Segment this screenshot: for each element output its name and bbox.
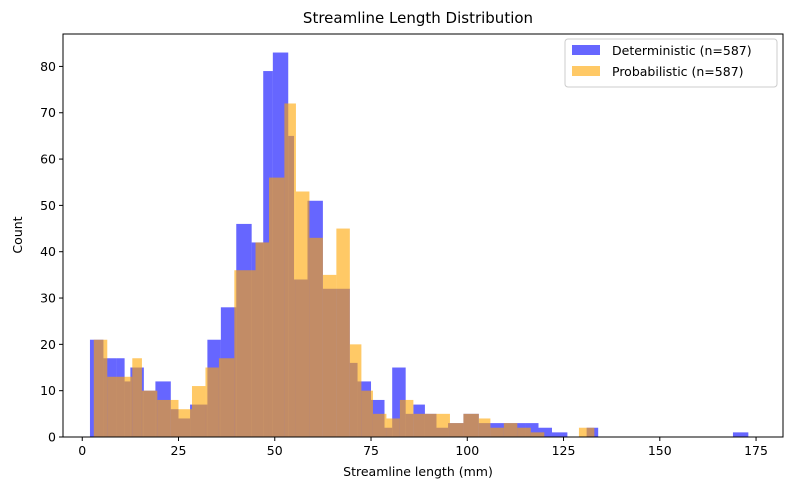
legend-label-0: Deterministic (n=587) [612,43,752,58]
probabilistic-bar-24 [449,423,464,437]
probabilistic-bar-16 [322,274,337,437]
legend-swatch-0 [572,45,600,55]
y-tick-label-0: 0 [48,430,56,445]
probabilistic-bar-23 [413,413,450,437]
probabilistic-bar-2 [132,358,142,437]
probabilistic-bar-3 [141,390,158,437]
probabilistic-bar-11 [255,242,269,437]
x-tick-label-4: 100 [455,443,479,458]
probabilistic-bar-28 [503,423,518,437]
probabilistic-bar-7 [191,386,206,437]
y-tick-label-7: 70 [40,105,56,120]
probabilistic-bar-9 [218,358,235,437]
probabilistic-bar-15 [309,237,323,437]
y-axis: 0 10 20 30 40 50 60 70 80 [40,59,63,445]
legend: Deterministic (n=587) Probabilistic (n=58… [564,38,778,88]
probabilistic-bar-29 [517,427,531,437]
legend-label-1: Probabilistic (n=587) [612,64,744,79]
chart-title: Streamline Length Distribution [303,9,533,27]
y-tick-label-3: 30 [40,291,56,306]
y-tick-label-4: 40 [40,244,56,259]
x-tick-label-0: 0 [78,443,86,458]
probabilistic-bar-1 [107,376,133,437]
probabilistic-bar-8 [205,367,219,437]
probabilistic-bar-30 [530,432,545,437]
probabilistic-bar-26 [478,418,491,437]
probabilistic-bar-0 [93,339,108,437]
x-tick-label-3: 75 [363,443,379,458]
probabilistic-bar-14 [295,191,310,437]
y-tick-label-5: 50 [40,198,56,213]
y-tick-label-1: 10 [40,383,56,398]
probabilistic-bar-12 [268,177,285,437]
probabilistic-bar-20 [372,413,387,437]
y-axis-label: Count [10,216,25,253]
probabilistic-bar-27 [490,427,504,437]
axes-frame [62,33,784,438]
probabilistic-bar-6 [178,409,192,437]
probabilistic-series [93,103,595,437]
x-tick-label-5: 125 [552,443,576,458]
probabilistic-bar-18 [349,344,362,437]
probabilistic-bar-17 [336,228,350,437]
y-tick-label-8: 80 [40,59,56,74]
probabilistic-bar-13 [284,103,296,437]
probabilistic-bar-22 [399,399,414,437]
x-tick-label-6: 150 [648,443,672,458]
probabilistic-bar-10 [234,270,256,437]
y-tick-label-2: 20 [40,337,56,352]
deterministic-bar-35 [538,427,552,437]
x-axis: 0 25 50 75 100 125 150 175 [78,437,768,458]
deterministic-bar-38 [732,432,749,437]
legend-swatch-1 [572,66,600,76]
x-axis-label: Streamline length (mm) [343,464,493,479]
probabilistic-bar-31 [578,427,595,437]
deterministic-bar-36 [551,432,568,437]
x-tick-label-7: 175 [744,443,768,458]
x-tick-label-1: 25 [171,443,187,458]
probabilistic-bar-25 [463,413,479,437]
x-tick-label-2: 50 [267,443,283,458]
probabilistic-bar-19 [361,390,373,437]
probabilistic-bar-5 [170,399,179,437]
y-tick-label-6: 60 [40,152,56,167]
legend-box [564,38,778,88]
probabilistic-bar-21 [386,418,400,437]
probabilistic-bar-4 [157,399,171,437]
